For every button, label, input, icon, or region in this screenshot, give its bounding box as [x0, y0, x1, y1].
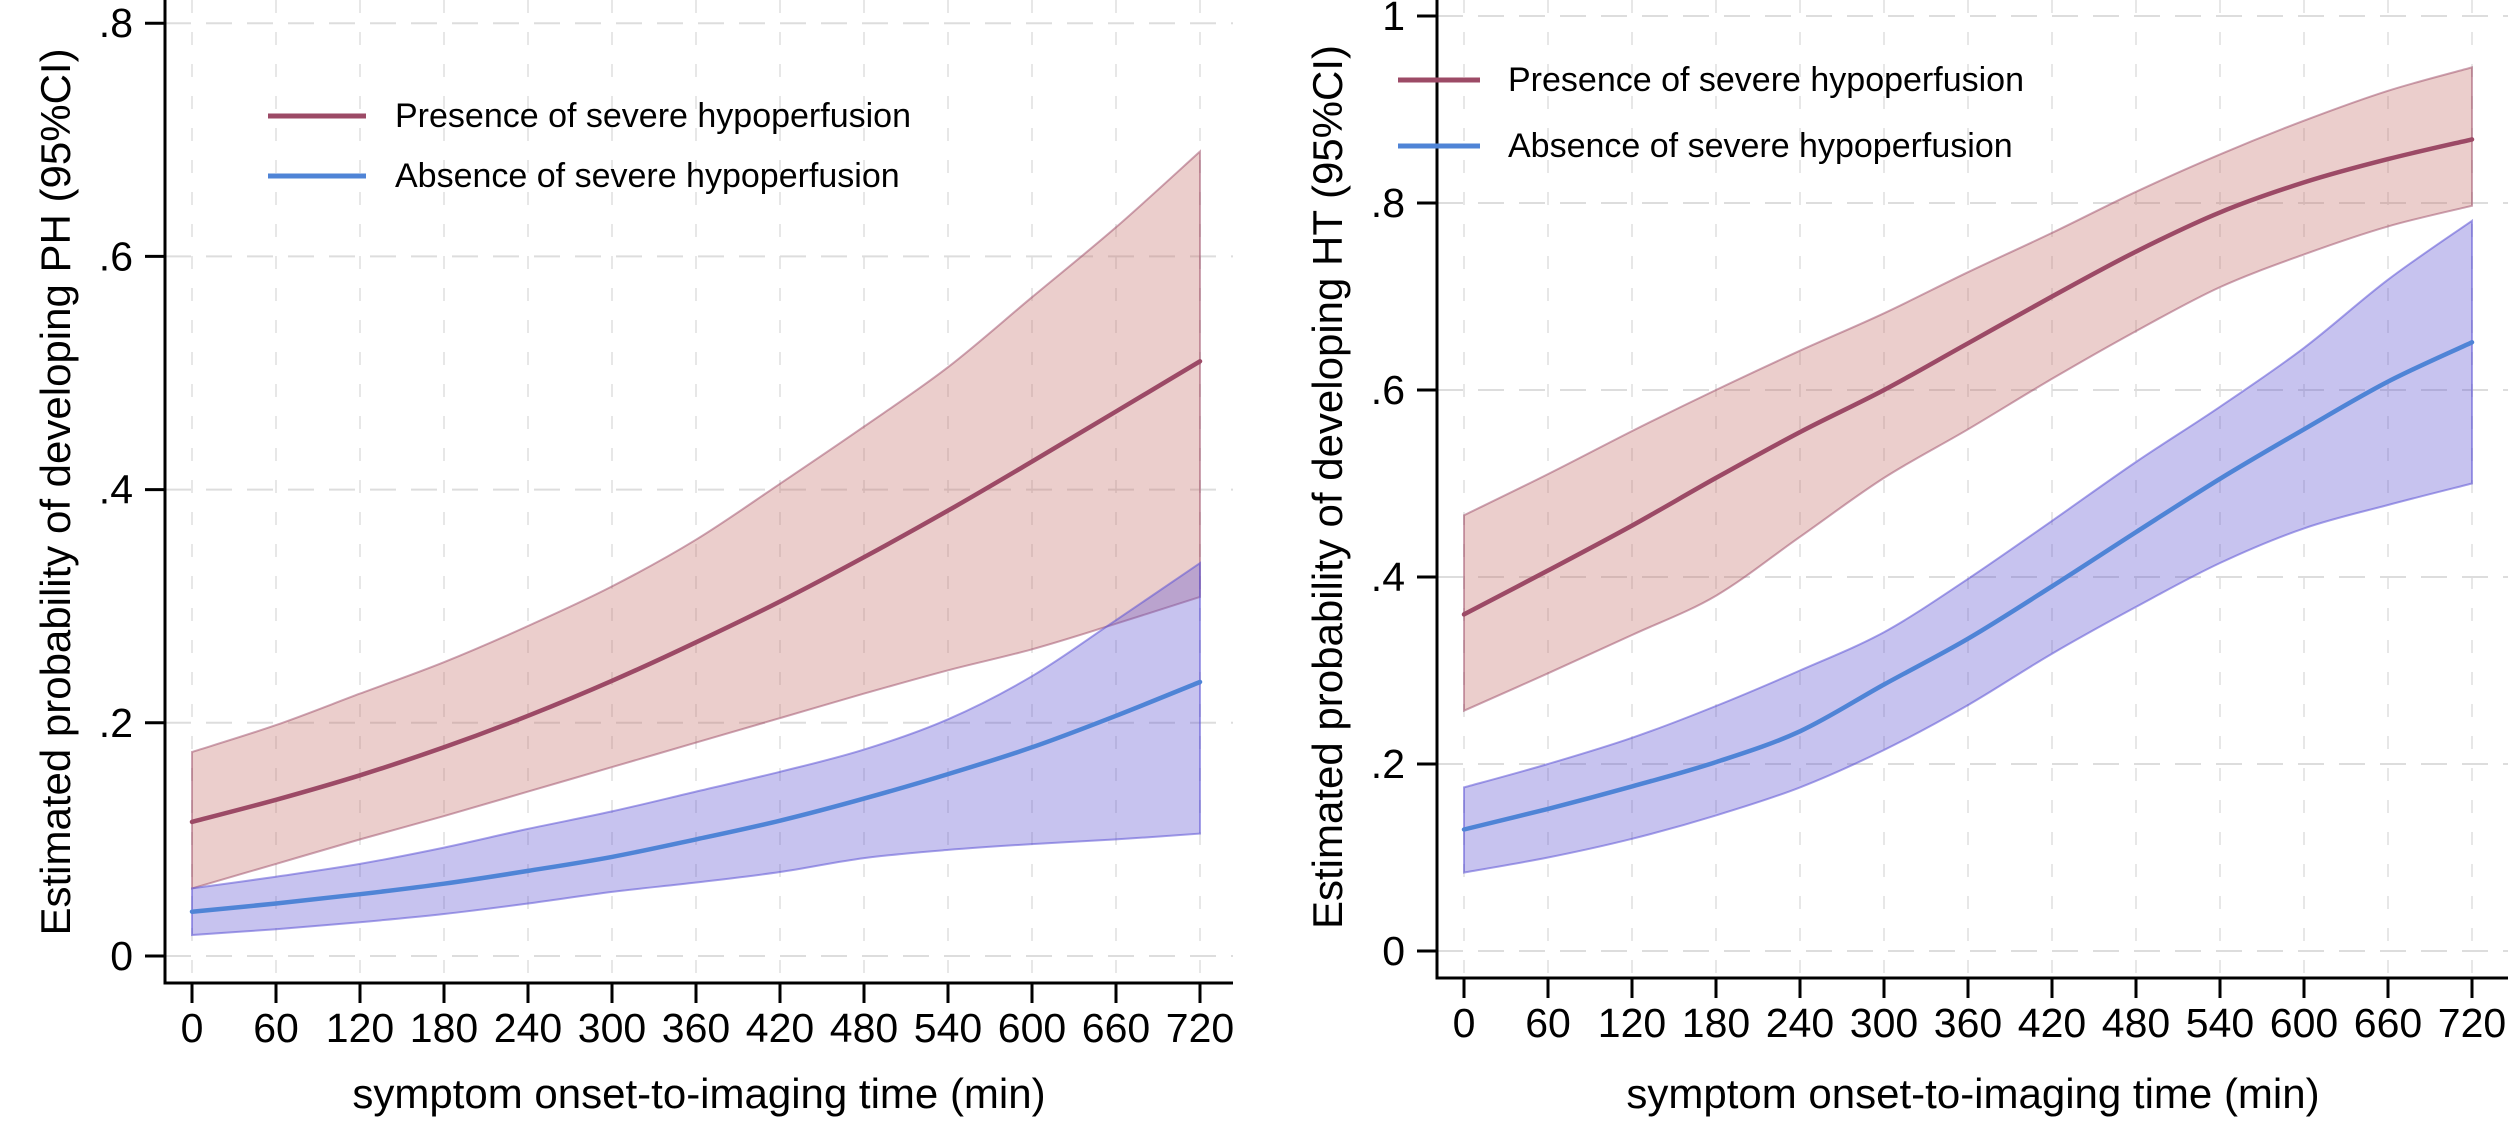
x-tick-label: 180	[410, 1005, 478, 1051]
x-tick-label: 0	[181, 1005, 204, 1051]
ci-bands-ph	[192, 152, 1200, 936]
x-tick-label: 240	[494, 1005, 562, 1051]
y-tick-label: .2	[99, 700, 133, 746]
y-axis-title-ht: Estimated probability of developing HT (…	[1304, 45, 1351, 929]
y-tick-label: 1	[1382, 0, 1405, 39]
chart-ht: 0 .2 .4 .6 .8 1 0 60 120 180 240 300 360 420 480 540 600…	[1304, 0, 2508, 1117]
x-tick-label: 120	[1598, 1000, 1666, 1046]
x-tick-label: 600	[2270, 1000, 2338, 1046]
x-tick-label: 300	[1850, 1000, 1918, 1046]
x-tick-label: 480	[830, 1005, 898, 1051]
y-tick-label: .8	[1371, 180, 1405, 226]
legend-ht: Presence of severe hypoperfusion Absence …	[1398, 61, 2024, 165]
x-tick-label: 420	[2018, 1000, 2086, 1046]
x-axis-title-ht: symptom onset-to-imaging time (min)	[1626, 1070, 2319, 1117]
x-tick-label: 720	[2438, 1000, 2506, 1046]
probability-figure: 0.2.4.6.80601201802403003604204805406006…	[0, 0, 2520, 1134]
x-tick-label: 0	[1453, 1000, 1476, 1046]
legend-label: Absence of severe hypoperfusion	[1508, 127, 2013, 165]
x-tick-label: 600	[998, 1005, 1066, 1051]
x-tick-label: 60	[1525, 1000, 1571, 1046]
x-tick-label: 360	[662, 1005, 730, 1051]
y-tick-label: .6	[99, 233, 133, 279]
x-tick-label: 420	[746, 1005, 814, 1051]
x-axis-title-ph: symptom onset-to-imaging time (min)	[352, 1070, 1045, 1117]
chart-ph: 0 .2 .4 .6 .8 0 60 120 180 240 300 360 420 480 540 600 6…	[32, 0, 1234, 1117]
x-tick-label: 360	[1934, 1000, 2002, 1046]
y-tick-label: .4	[1371, 554, 1405, 600]
legend-ph: Presence of severe hypoperfusion Absence …	[268, 97, 911, 195]
y-tick-label: 0	[1382, 928, 1405, 974]
x-tick-label: 540	[2186, 1000, 2254, 1046]
figure-canvas: 0.2.4.6.80601201802403003604204805406006…	[0, 0, 2520, 1134]
x-tick-label: 180	[1682, 1000, 1750, 1046]
legend-label: Presence of severe hypoperfusion	[1508, 61, 2024, 99]
x-tick-label: 660	[1082, 1005, 1150, 1051]
legend-label: Absence of severe hypoperfusion	[395, 157, 900, 195]
x-tick-label: 240	[1766, 1000, 1834, 1046]
y-tick-label: 0	[110, 933, 133, 979]
x-tick-label: 60	[253, 1005, 299, 1051]
x-tick-label: 120	[326, 1005, 394, 1051]
x-tick-label: 480	[2102, 1000, 2170, 1046]
y-tick-label: .6	[1371, 367, 1405, 413]
x-tick-label: 660	[2354, 1000, 2422, 1046]
y-tick-label: .8	[99, 0, 133, 46]
y-axis-title-ph: Estimated probability of developing PH (…	[32, 48, 79, 935]
legend-label: Presence of severe hypoperfusion	[395, 97, 911, 135]
x-tick-label: 540	[914, 1005, 982, 1051]
y-tick-label: .4	[99, 467, 133, 513]
y-tick-label: .2	[1371, 741, 1405, 787]
x-tick-label: 720	[1166, 1005, 1234, 1051]
x-tick-label: 300	[578, 1005, 646, 1051]
ci-bands-ht	[1464, 67, 2472, 872]
